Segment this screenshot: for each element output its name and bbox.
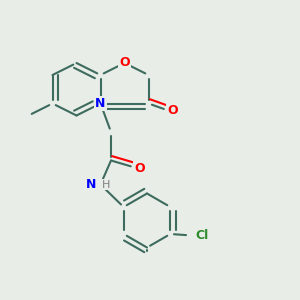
Text: Cl: Cl [195,229,208,242]
Text: O: O [167,104,178,118]
Text: N: N [95,97,106,110]
Text: H: H [102,179,110,190]
Text: O: O [134,161,145,175]
Text: N: N [85,178,96,191]
Text: O: O [119,56,130,70]
